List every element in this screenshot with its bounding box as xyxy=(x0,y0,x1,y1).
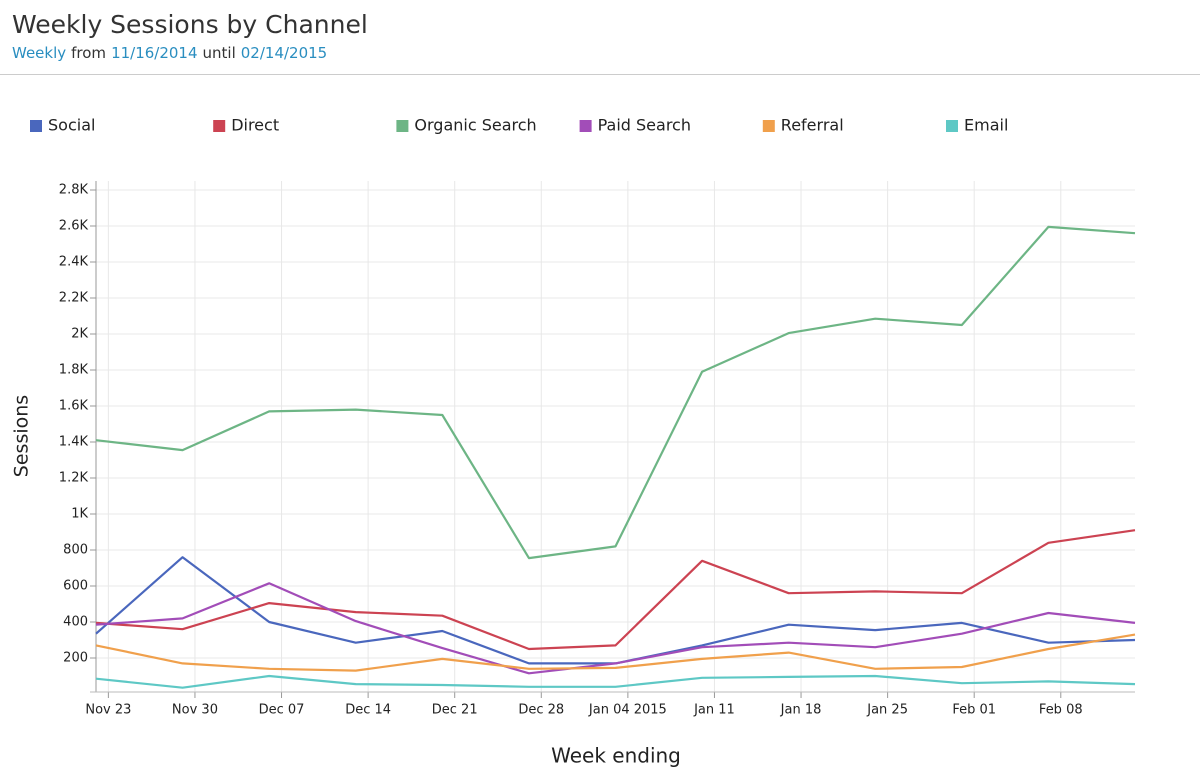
series-line xyxy=(95,582,1136,675)
legend-label: Paid Search xyxy=(598,116,691,135)
x-tick-label: Nov 30 xyxy=(172,703,218,718)
y-tick-label: 1K xyxy=(71,507,88,522)
chart-title: Weekly Sessions by Channel xyxy=(12,10,368,39)
y-tick-label: 2.6K xyxy=(59,219,89,234)
x-tick-label: Feb 01 xyxy=(952,703,996,718)
y-tick-label: 200 xyxy=(63,651,88,666)
x-tick-label: Dec 07 xyxy=(259,703,305,718)
y-tick-label: 1.8K xyxy=(59,363,89,378)
series-line xyxy=(95,529,1136,651)
y-tick-label: 400 xyxy=(63,615,88,630)
x-tick-label: Jan 11 xyxy=(693,703,735,718)
subtitle-part: from xyxy=(71,44,107,62)
series-line xyxy=(95,556,1136,665)
legend-label: Direct xyxy=(231,116,279,135)
series-line xyxy=(95,225,1136,560)
subtitle-part: 02/14/2015 xyxy=(240,44,328,62)
subtitle: Weekly from 11/16/2014 until 02/14/2015 xyxy=(12,44,332,62)
y-tick-label: 600 xyxy=(63,579,88,594)
x-tick-label: Dec 28 xyxy=(518,703,564,718)
subtitle-part: 11/16/2014 xyxy=(111,44,198,62)
y-tick-label: 800 xyxy=(63,543,88,558)
y-axis-label: Sessions xyxy=(11,395,33,477)
subtitle-part: Weekly xyxy=(12,44,67,62)
legend-swatch xyxy=(579,120,592,132)
x-tick-label: Feb 08 xyxy=(1039,703,1083,718)
y-tick-label: 2.8K xyxy=(59,183,89,198)
legend-label: Social xyxy=(48,116,95,135)
y-tick-label: 1.6K xyxy=(59,399,89,414)
legend-label: Organic Search xyxy=(414,116,536,135)
y-tick-label: 1.4K xyxy=(59,435,89,450)
x-tick-label: Jan 25 xyxy=(866,703,908,718)
x-tick-label: Dec 14 xyxy=(345,703,391,718)
x-tick-label: Jan 18 xyxy=(780,703,822,718)
legend-swatch xyxy=(30,120,42,132)
y-tick-label: 2.4K xyxy=(59,255,89,270)
x-tick-label: Dec 21 xyxy=(432,703,478,718)
series-line xyxy=(95,674,1136,689)
y-tick-label: 2K xyxy=(71,327,88,342)
legend-swatch xyxy=(762,120,775,132)
legend-label: Referral xyxy=(781,116,844,135)
subtitle-part: until xyxy=(202,44,236,62)
legend-swatch xyxy=(396,120,409,132)
x-tick-label: Nov 23 xyxy=(85,703,131,718)
y-tick-label: 1.2K xyxy=(59,471,89,486)
x-axis-label: Week ending xyxy=(551,744,681,768)
x-tick-label: Jan 04 2015 xyxy=(588,703,667,718)
y-tick-label: 2.2K xyxy=(59,291,89,306)
legend-swatch xyxy=(213,120,226,132)
header: Weekly Sessions by Channel Weekly from 11/… xyxy=(0,0,1200,75)
legend-label: Email xyxy=(964,116,1008,135)
series-line xyxy=(95,633,1136,672)
legend-swatch xyxy=(946,120,958,132)
